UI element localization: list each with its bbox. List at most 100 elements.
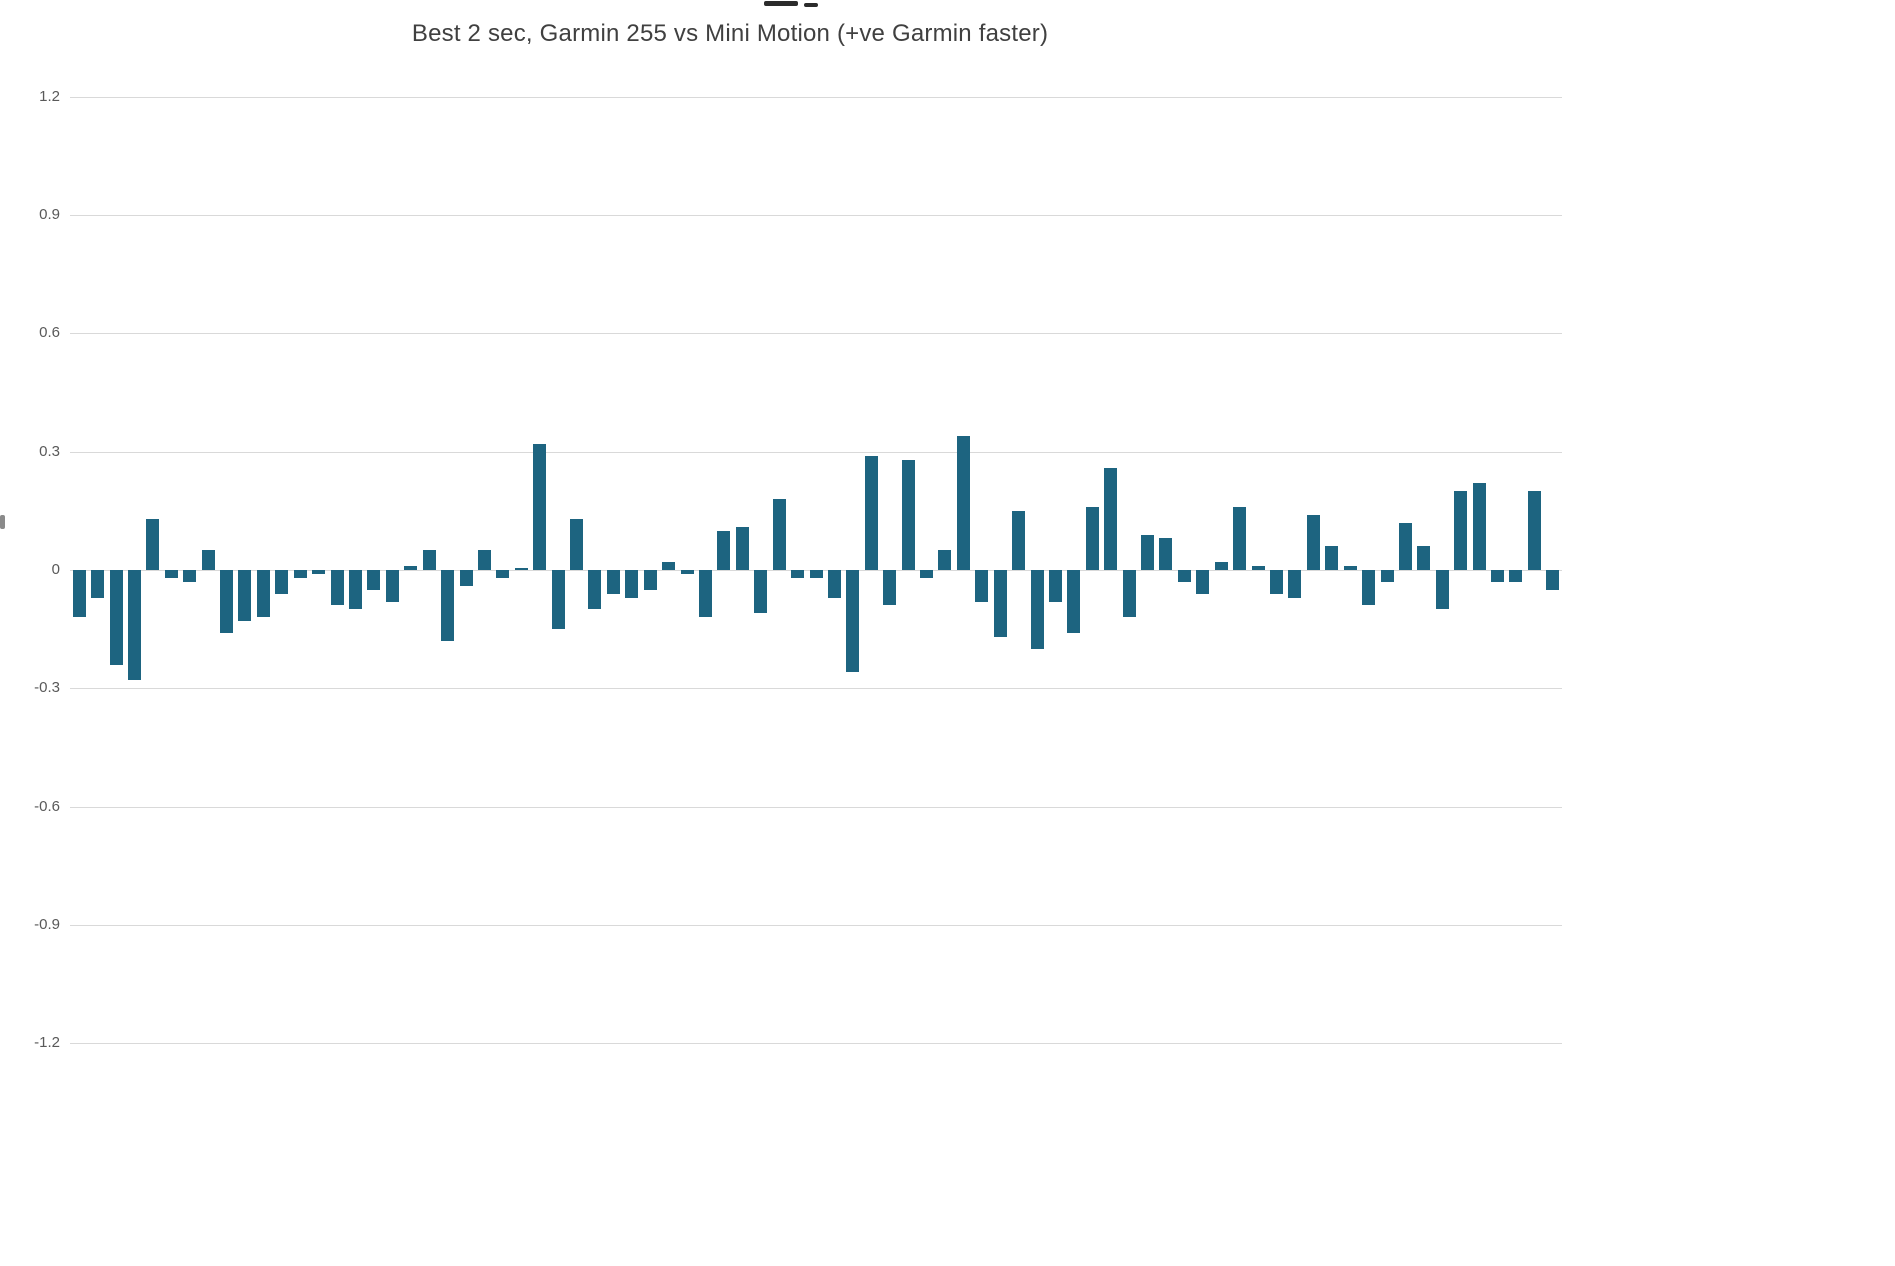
- clipped-title-fragment: [700, 0, 920, 9]
- bar: [588, 570, 601, 609]
- bar: [865, 456, 878, 570]
- bar: [238, 570, 251, 621]
- bar: [1178, 570, 1191, 582]
- bar: [902, 460, 915, 570]
- bar: [810, 570, 823, 578]
- bar: [1288, 570, 1301, 598]
- gridline: [70, 807, 1562, 808]
- y-tick-label: 0: [51, 561, 60, 578]
- bar: [1454, 491, 1467, 570]
- bar: [533, 444, 546, 570]
- bar: [846, 570, 859, 672]
- bar: [1031, 570, 1044, 649]
- bar: [1344, 566, 1357, 570]
- bar: [1196, 570, 1209, 594]
- bar: [183, 570, 196, 582]
- bar: [386, 570, 399, 602]
- bar: [478, 550, 491, 570]
- gridline: [70, 688, 1562, 689]
- bar: [957, 436, 970, 570]
- bar: [994, 570, 1007, 637]
- bar: [1491, 570, 1504, 582]
- bar: [1270, 570, 1283, 594]
- chart-subtitle: Best 2 sec, Garmin 255 vs Mini Motion (+…: [411, 20, 1049, 47]
- bar: [1362, 570, 1375, 605]
- bar: [717, 531, 730, 570]
- bar: [202, 550, 215, 570]
- bar: [128, 570, 141, 680]
- bar: [312, 570, 325, 574]
- bar: [1473, 483, 1486, 570]
- bar: [1233, 507, 1246, 570]
- gridline: [70, 97, 1562, 98]
- bar: [1509, 570, 1522, 582]
- bar: [1325, 546, 1338, 570]
- bar: [1381, 570, 1394, 582]
- bar: [1528, 491, 1541, 570]
- bar: [257, 570, 270, 617]
- title-fragment-stroke: [764, 1, 798, 6]
- bar: [110, 570, 123, 665]
- bar: [294, 570, 307, 578]
- bar: [349, 570, 362, 609]
- bar: [1436, 570, 1449, 609]
- gridline: [70, 925, 1562, 926]
- y-tick-label: -1.2: [34, 1034, 60, 1051]
- bar: [1086, 507, 1099, 570]
- bar: [496, 570, 509, 578]
- bar: [681, 570, 694, 574]
- bar: [1307, 515, 1320, 570]
- bar: [423, 550, 436, 570]
- bar: [920, 570, 933, 578]
- bar: [754, 570, 767, 613]
- bar: [1049, 570, 1062, 602]
- bar: [662, 562, 675, 570]
- bar: [570, 519, 583, 570]
- bar: [883, 570, 896, 605]
- y-tick-label: 0.9: [39, 206, 60, 223]
- y-tick-label: 0.3: [39, 443, 60, 460]
- bar: [1399, 523, 1412, 570]
- bar: [699, 570, 712, 617]
- gridline: [70, 452, 1562, 453]
- gridline: [70, 333, 1562, 334]
- bar: [367, 570, 380, 590]
- bar: [146, 519, 159, 570]
- bar: [1159, 538, 1172, 570]
- bar: [331, 570, 344, 605]
- bar: [275, 570, 288, 594]
- bar: [975, 570, 988, 602]
- bar: [828, 570, 841, 598]
- bar: [515, 568, 528, 570]
- bar: [773, 499, 786, 570]
- bar: [1104, 468, 1117, 570]
- bar: [791, 570, 804, 578]
- y-tick-label: 0.6: [39, 324, 60, 341]
- y-tick-label: -0.9: [34, 916, 60, 933]
- bar: [1252, 566, 1265, 570]
- title-fragment-stroke-2: [804, 3, 818, 7]
- bar: [644, 570, 657, 590]
- y-tick-label: -0.3: [34, 679, 60, 696]
- bar: [938, 550, 951, 570]
- bar: [165, 570, 178, 578]
- bar: [736, 527, 749, 570]
- bar: [1215, 562, 1228, 570]
- bar: [552, 570, 565, 629]
- bar: [441, 570, 454, 641]
- bar: [1012, 511, 1025, 570]
- bar: [404, 566, 417, 570]
- y-axis-title-fragment: [0, 515, 5, 529]
- bar: [1067, 570, 1080, 633]
- bar: [1123, 570, 1136, 617]
- bar: [607, 570, 620, 594]
- bar: [1417, 546, 1430, 570]
- y-tick-label: 1.2: [39, 88, 60, 105]
- bar: [220, 570, 233, 633]
- gridline: [70, 215, 1562, 216]
- bar: [625, 570, 638, 598]
- y-tick-label: -0.6: [34, 798, 60, 815]
- bar: [73, 570, 86, 617]
